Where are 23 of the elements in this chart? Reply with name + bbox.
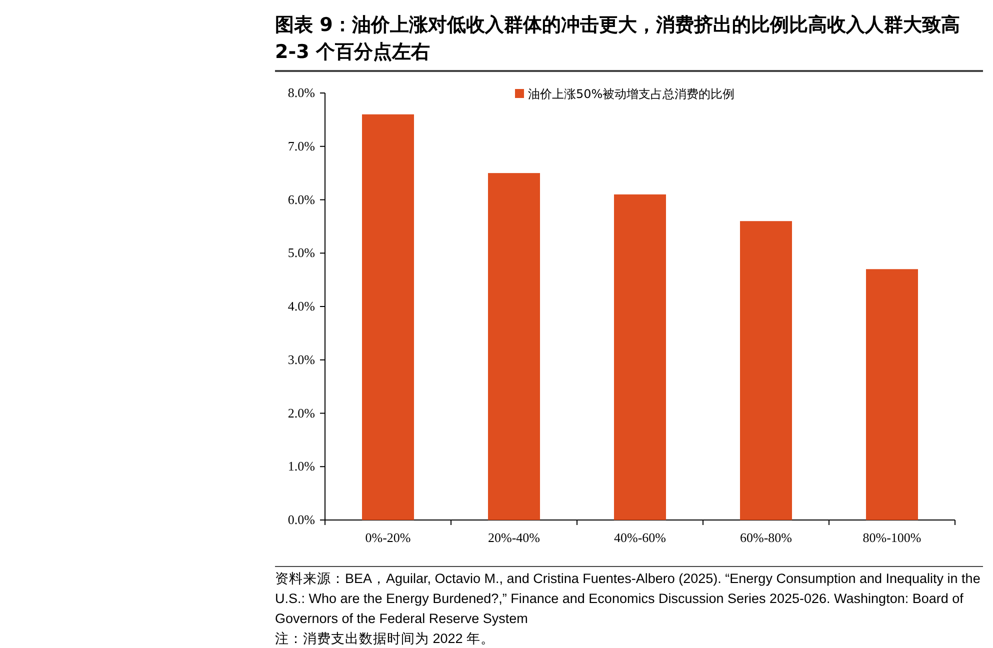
chart-title: 图表 9：油价上涨对低收入群体的冲击更大，消费挤出的比例比高收入人群大致高 2-3 个百分点左右 xyxy=(275,12,983,72)
y-tick-label: 3.0% xyxy=(288,352,316,367)
legend-label: 油价上涨50%被动增支占总消费的比例 xyxy=(528,87,735,101)
y-tick-label: 1.0% xyxy=(288,458,316,474)
y-tick-label: 7.0% xyxy=(288,138,316,154)
y-tick-label: 8.0% xyxy=(288,85,316,100)
x-tick-label: 20%-40% xyxy=(488,530,540,545)
y-tick-label: 6.0% xyxy=(288,192,316,207)
x-tick-label: 80%-100% xyxy=(862,530,922,545)
y-tick-label: 2.0% xyxy=(288,405,316,420)
y-tick-label: 0.0% xyxy=(288,512,316,527)
bar xyxy=(362,114,414,520)
y-tick-label: 5.0% xyxy=(288,245,316,260)
text: 注：消费支出数据时间为 2022 年。 xyxy=(275,630,496,648)
x-tick-label: 40%-60% xyxy=(614,530,666,545)
bar xyxy=(488,173,540,520)
x-tick-label: 0%-20% xyxy=(365,530,411,545)
y-tick-label: 4.0% xyxy=(288,298,316,314)
text: 资料来源：BEA，Aguilar, Octavio M., and Cristina Fuentes-Albero (2025). “Energy Consumption and Inequality in the U.S.: Who are the Energy Burdened?,” Finance and Economics Discussion Series 2025-026. Washington: Board of Governors of the Federal Reserve System xyxy=(275,570,982,628)
bar xyxy=(614,194,666,520)
bar xyxy=(740,221,792,520)
x-tick-label: 60%-80% xyxy=(740,530,792,545)
bar xyxy=(866,269,918,520)
